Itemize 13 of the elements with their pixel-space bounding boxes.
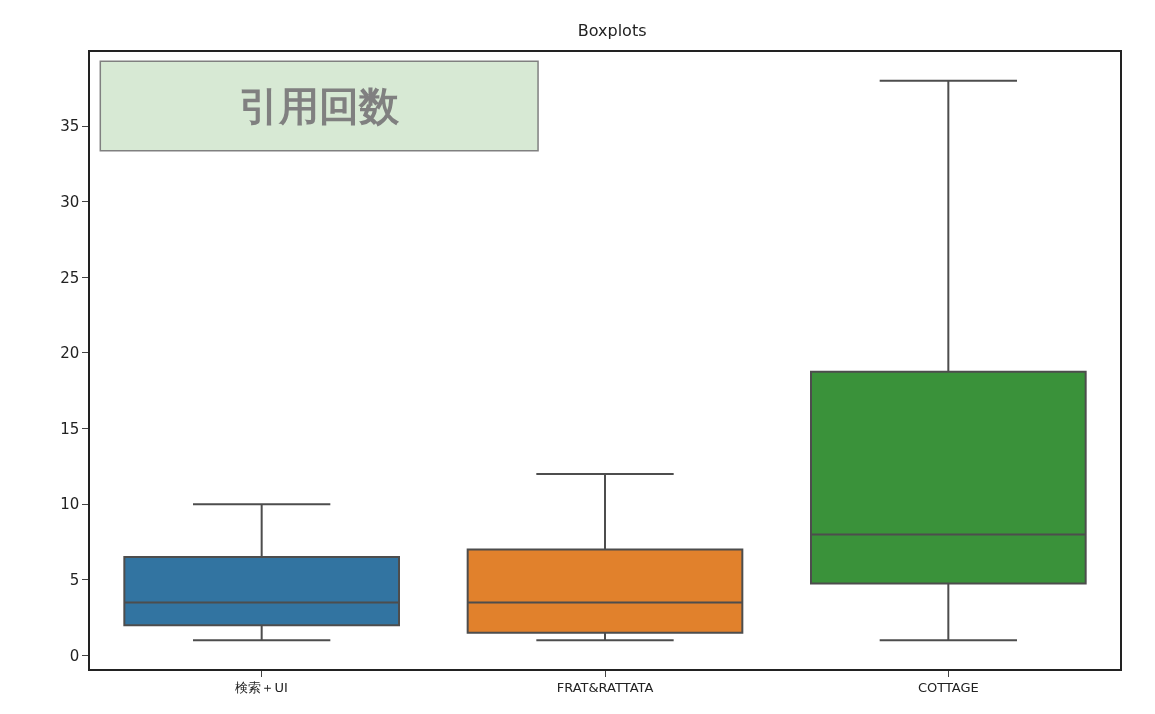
y-tick-label: 30 bbox=[60, 192, 80, 211]
x-tick-label: FRAT&RATTATA bbox=[556, 680, 654, 696]
y-tick-label: 0 bbox=[69, 646, 80, 665]
y-tick-label: 35 bbox=[60, 117, 80, 136]
y-tick-label: 15 bbox=[60, 419, 80, 438]
y-tick-label: 10 bbox=[60, 495, 80, 514]
annotation: 引用回数 bbox=[239, 83, 400, 129]
x-tick-label: COTTAGE bbox=[917, 680, 979, 696]
y-tick-label: 5 bbox=[69, 571, 80, 590]
x-tick-label: 検索＋UI bbox=[235, 680, 288, 696]
chart-title: Boxplots bbox=[577, 21, 647, 41]
y-tick-label: 25 bbox=[60, 268, 80, 287]
y-tick-label: 20 bbox=[60, 344, 80, 363]
